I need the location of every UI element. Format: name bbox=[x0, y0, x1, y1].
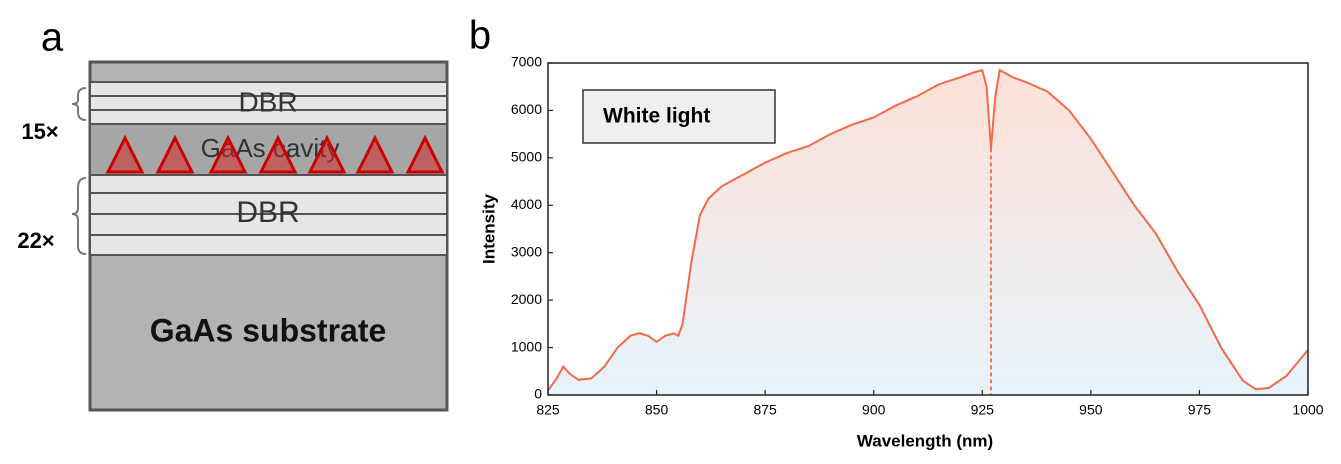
top-dbr bbox=[89, 81, 448, 125]
x-axis-title: Wavelength (nm) bbox=[857, 431, 993, 450]
x-tick-label: 975 bbox=[1188, 402, 1212, 418]
plot-frame bbox=[547, 62, 1309, 396]
legend-label: White light bbox=[603, 105, 710, 128]
panel-a: a DBR GaAs cavity DBR GaAs substrate 15×… bbox=[17, 16, 449, 412]
quantum-dots bbox=[105, 134, 445, 174]
panel-label: b bbox=[469, 14, 491, 58]
y-tick-label: 1000 bbox=[511, 338, 542, 354]
y-tick-label: 7000 bbox=[511, 54, 542, 70]
plot: White light 825 850 875 900 925 950 975 1000 0 100… bbox=[511, 54, 1324, 418]
y-tick-label: 2000 bbox=[511, 291, 542, 307]
y-axis-title: Intensity bbox=[479, 194, 498, 264]
y-tick-label: 0 bbox=[534, 386, 542, 402]
panel-label: a bbox=[41, 16, 64, 60]
x-tick-label: 950 bbox=[1079, 402, 1103, 418]
line bbox=[547, 68, 1309, 391]
y-tick-label: 6000 bbox=[511, 101, 542, 117]
repeat-label: 22× bbox=[17, 228, 54, 253]
y-tick-label: 3000 bbox=[511, 243, 542, 259]
layer-label: GaAs substrate bbox=[150, 312, 387, 348]
x-tick-label: 925 bbox=[971, 402, 995, 418]
x-tick-label: 825 bbox=[536, 402, 560, 418]
y-tick-label: 4000 bbox=[511, 196, 542, 212]
x-tick-label: 1000 bbox=[1292, 402, 1323, 418]
x-tick-label: 875 bbox=[753, 402, 777, 418]
y-tick-label: 5000 bbox=[511, 149, 542, 165]
layer-label: DBR bbox=[238, 86, 297, 117]
layer-label: DBR bbox=[236, 196, 299, 229]
x-tick-label: 850 bbox=[645, 402, 669, 418]
area bbox=[548, 70, 1308, 395]
repeat-label: 15× bbox=[21, 119, 58, 144]
legend-box bbox=[582, 89, 776, 144]
x-tick-label: 900 bbox=[862, 402, 886, 418]
